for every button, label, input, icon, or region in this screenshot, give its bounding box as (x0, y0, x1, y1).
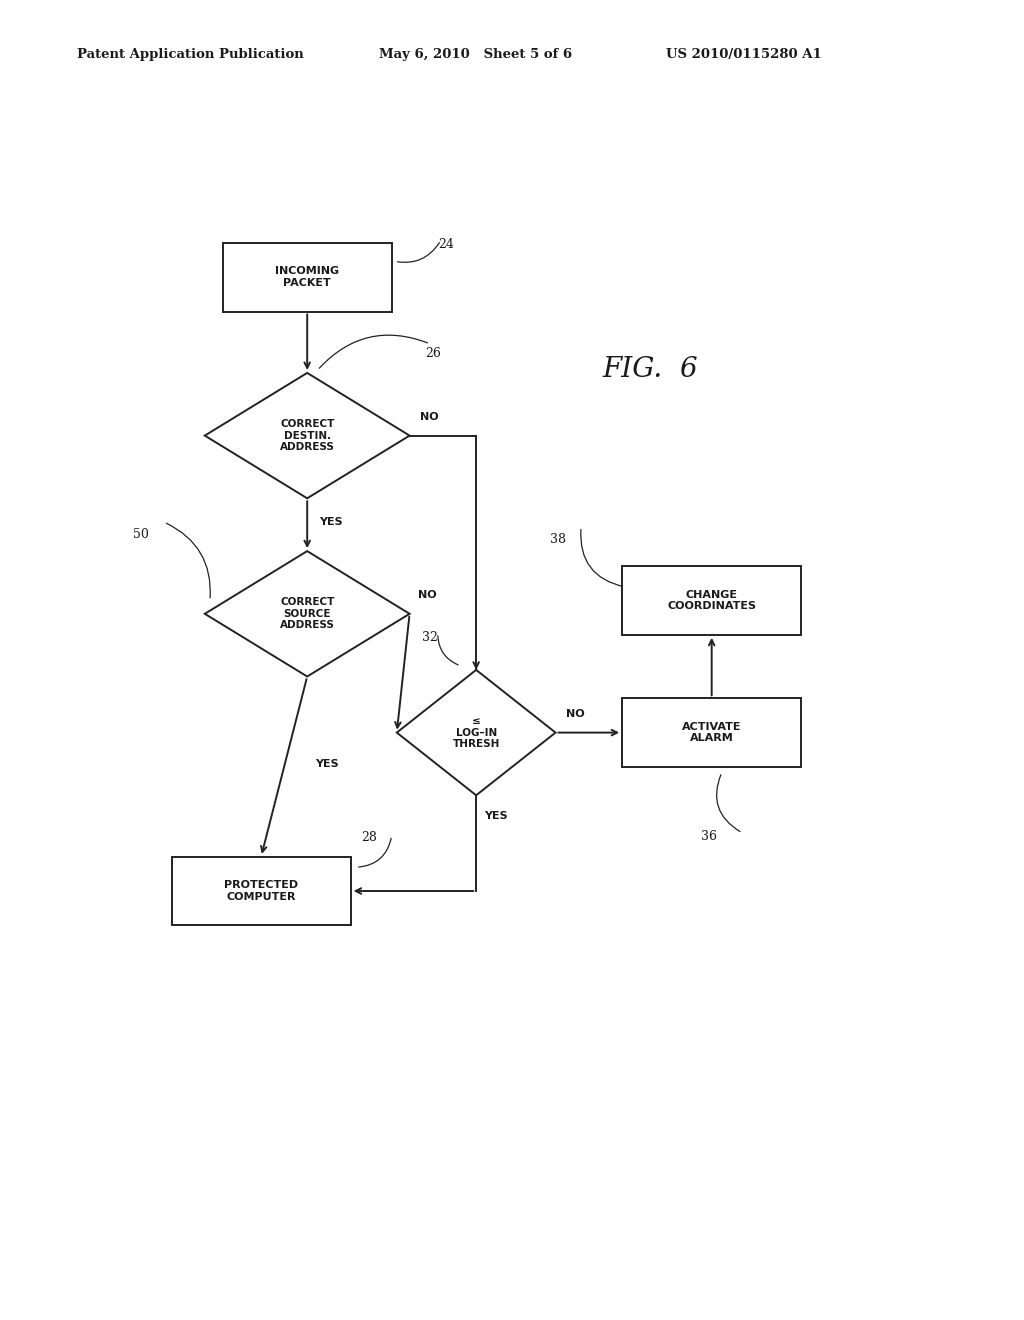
Bar (222, 243, 391, 312)
Text: ACTIVATE
ALARM: ACTIVATE ALARM (682, 722, 741, 743)
Text: 26: 26 (425, 347, 441, 360)
Text: 50: 50 (133, 528, 150, 541)
Text: YES: YES (315, 759, 339, 768)
Text: YES: YES (319, 516, 343, 527)
Polygon shape (205, 552, 410, 676)
Bar (622, 698, 801, 767)
Bar (622, 566, 801, 635)
Text: Patent Application Publication: Patent Application Publication (77, 48, 303, 61)
Text: CORRECT
SOURCE
ADDRESS: CORRECT SOURCE ADDRESS (280, 597, 335, 631)
Text: NO: NO (420, 412, 438, 422)
Text: 28: 28 (361, 830, 377, 843)
Text: May 6, 2010   Sheet 5 of 6: May 6, 2010 Sheet 5 of 6 (379, 48, 572, 61)
Text: YES: YES (484, 810, 508, 821)
Text: PROTECTED
COMPUTER: PROTECTED COMPUTER (224, 880, 298, 902)
Text: 38: 38 (550, 532, 566, 545)
Text: 32: 32 (423, 631, 438, 644)
Text: NO: NO (418, 590, 436, 601)
Polygon shape (397, 671, 555, 795)
Text: CHANGE
COORDINATES: CHANGE COORDINATES (668, 590, 756, 611)
Text: 36: 36 (701, 829, 718, 842)
Bar (172, 857, 350, 925)
Text: ≤
LOG–IN
THRESH: ≤ LOG–IN THRESH (453, 715, 500, 750)
Text: CORRECT
DESTIN.
ADDRESS: CORRECT DESTIN. ADDRESS (280, 418, 335, 453)
Text: FIG.  6: FIG. 6 (602, 356, 698, 383)
Text: US 2010/0115280 A1: US 2010/0115280 A1 (666, 48, 821, 61)
Text: NO: NO (565, 709, 585, 719)
Polygon shape (205, 372, 410, 498)
Text: INCOMING
PACKET: INCOMING PACKET (275, 267, 339, 288)
Text: 24: 24 (438, 238, 454, 251)
